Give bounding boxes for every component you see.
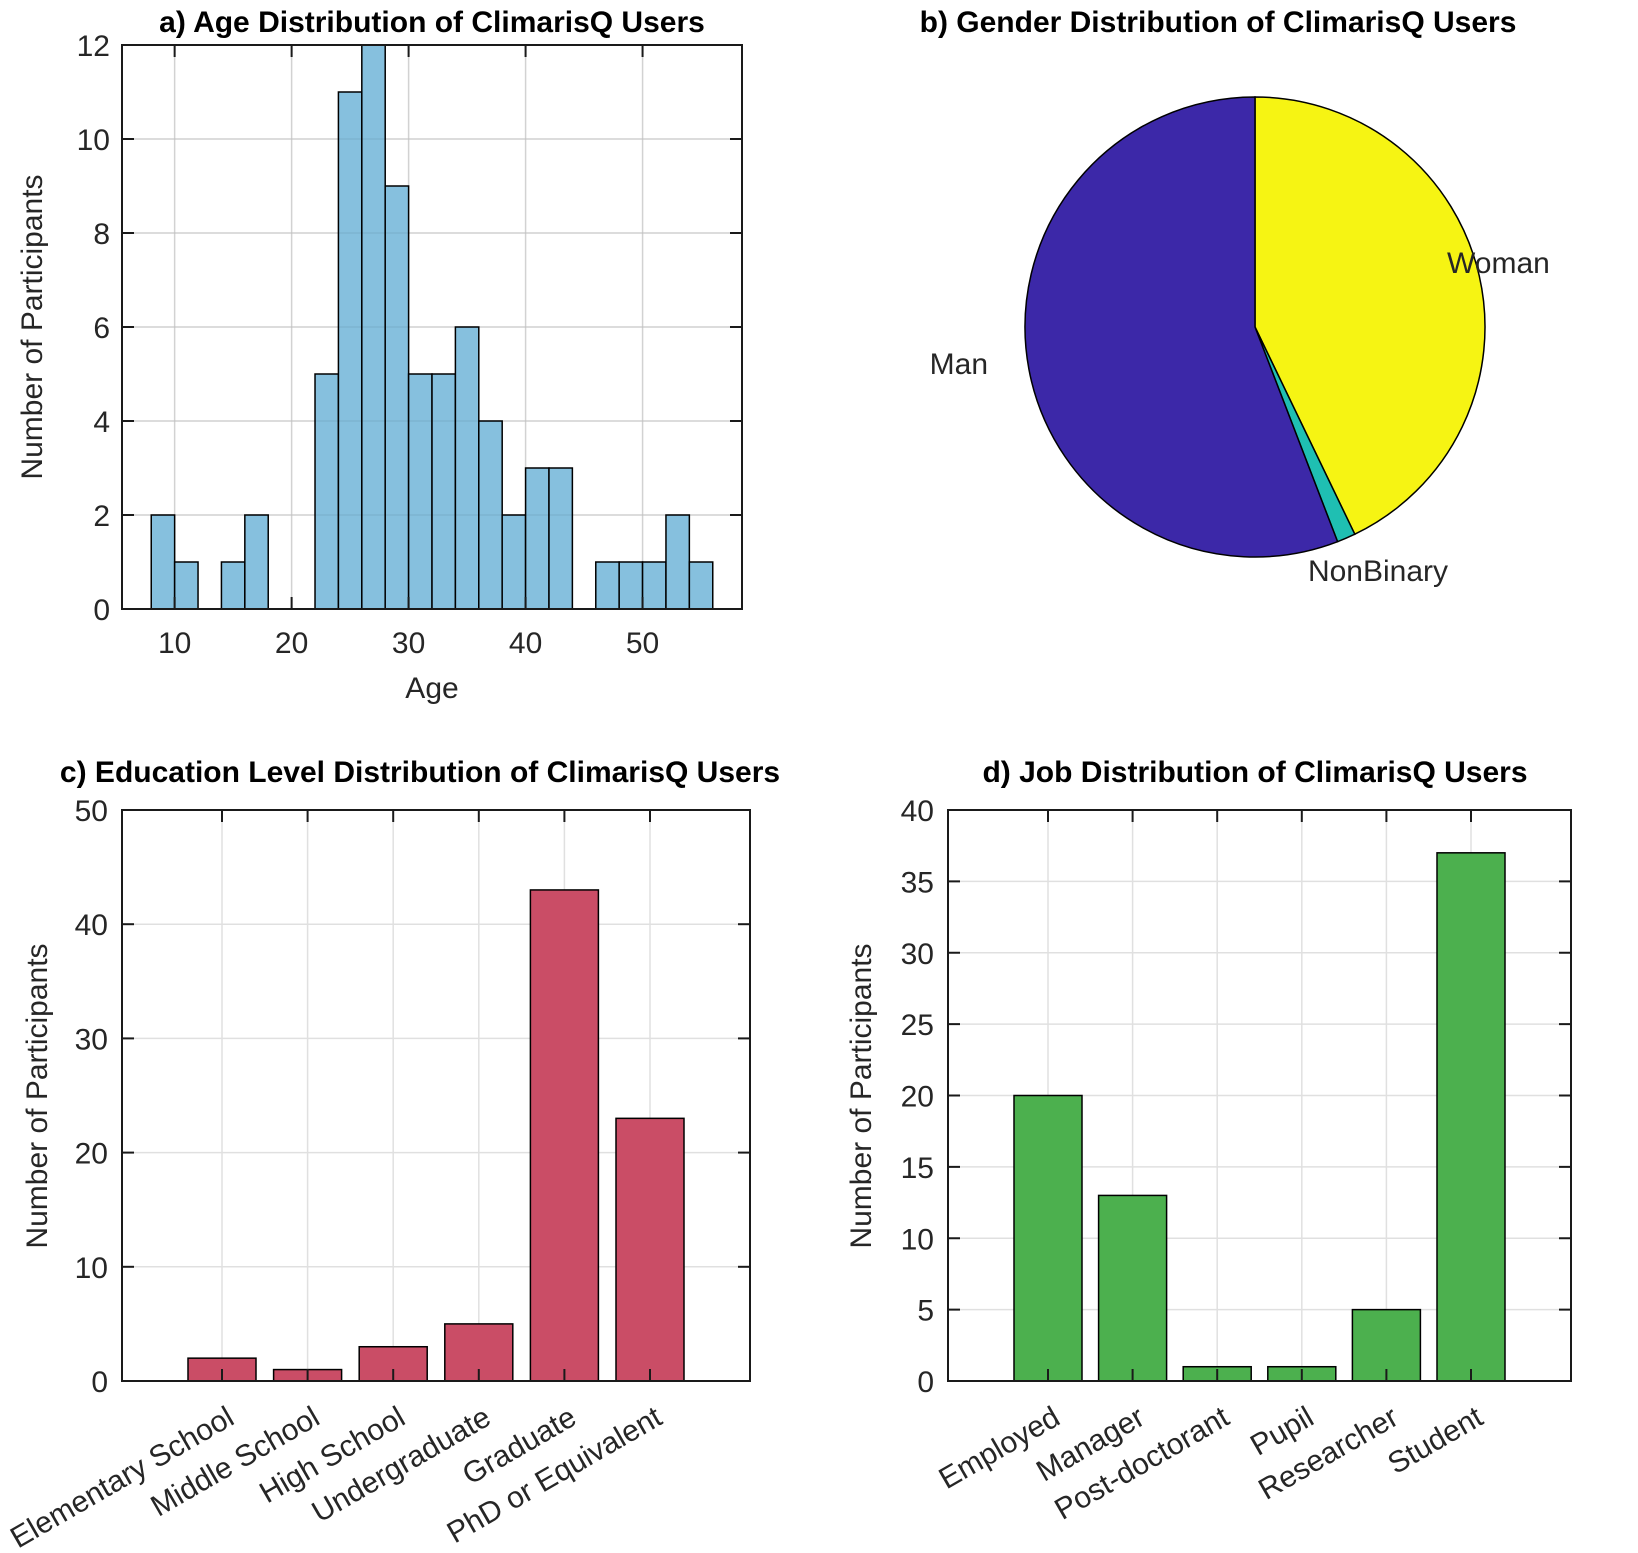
y-tick-label: 35 [901, 866, 934, 899]
x-tick-label: 30 [392, 627, 425, 660]
plot-box [947, 809, 1572, 1382]
age-histogram-panel: 10 20 30 40 50 0 2 4 6 8 10 12 [77, 30, 743, 660]
bar [1436, 852, 1506, 1382]
age-histogram-title: a) Age Distribution of ClimarisQ Users [159, 6, 705, 39]
bar [529, 889, 600, 1382]
y-tick-label: 5 [917, 1295, 934, 1328]
y-tick-label: 0 [91, 1366, 108, 1399]
histogram-bar [337, 91, 363, 610]
education-bar-ylabel: Number of Participants [21, 943, 54, 1249]
histogram-bar [384, 185, 410, 610]
histogram-bar [641, 561, 667, 610]
gender-pie-title: b) Gender Distribution of ClimarisQ User… [919, 6, 1517, 39]
y-tick-label: 10 [77, 124, 110, 157]
histogram-bar [314, 373, 340, 610]
pie-slice [1254, 96, 1486, 536]
pie-slice-label: Woman [1447, 247, 1550, 280]
histogram-bar [688, 561, 714, 610]
histogram-bar [454, 326, 480, 610]
y-tick-label: 0 [917, 1366, 934, 1399]
job-bar-title: d) Job Distribution of ClimarisQ Users [982, 756, 1528, 789]
y-tick-label: 20 [901, 1081, 934, 1114]
category-label: Student [1382, 1400, 1489, 1481]
age-histogram-xlabel: Age [405, 672, 459, 705]
y-tick-label: 25 [901, 1009, 934, 1042]
pie-slice-label: Man [930, 348, 988, 381]
y-tick-label: 6 [93, 312, 110, 345]
y-tick-label: 0 [93, 594, 110, 627]
y-tick-label: 30 [75, 1023, 108, 1056]
histogram-bar [407, 373, 433, 610]
job-bar-ylabel: Number of Participants [845, 943, 878, 1249]
plot-box [121, 809, 751, 1382]
education-bar-title: c) Education Level Distribution of Clima… [59, 756, 781, 789]
bar [1097, 1194, 1168, 1382]
y-tick-label: 15 [901, 1152, 934, 1185]
y-tick-label: 30 [901, 938, 934, 971]
gender-pie-panel: Woman NonBinary Man [930, 96, 1550, 588]
x-tick-label: 50 [626, 627, 659, 660]
x-tick-label: 40 [509, 627, 542, 660]
bar [1013, 1094, 1083, 1382]
y-tick-label: 20 [75, 1138, 108, 1171]
y-tick-label: 10 [901, 1223, 934, 1256]
bar [615, 1117, 685, 1382]
y-tick-label: 2 [93, 500, 110, 533]
y-tick-label: 4 [93, 406, 110, 439]
y-tick-label: 50 [75, 795, 108, 828]
histogram-bar [665, 514, 691, 610]
histogram-bar [501, 514, 527, 610]
job-bar-panel: 0510152025303540EmployedManagerPost-doct… [901, 795, 1572, 1527]
histogram-bar [595, 561, 620, 610]
pie-slice [1024, 96, 1339, 558]
plot-box [121, 44, 743, 610]
histogram-bar [524, 467, 550, 610]
pie-slice-label: NonBinary [1308, 555, 1448, 588]
y-tick-label: 8 [93, 218, 110, 251]
y-tick-label: 12 [77, 30, 110, 63]
x-tick-label: 10 [158, 627, 191, 660]
histogram-bar [548, 467, 574, 610]
histogram-bar [618, 561, 644, 610]
histogram-bar [244, 514, 269, 610]
x-tick-label: 20 [275, 627, 308, 660]
y-tick-label: 40 [901, 795, 934, 828]
histogram-bar [173, 561, 199, 610]
histogram-bar [150, 514, 176, 610]
age-histogram-ylabel: Number of Participants [16, 174, 49, 480]
y-tick-label: 40 [75, 909, 108, 942]
y-tick-label: 10 [75, 1252, 108, 1285]
histogram-bar [220, 561, 246, 610]
histogram-bar [431, 373, 457, 610]
